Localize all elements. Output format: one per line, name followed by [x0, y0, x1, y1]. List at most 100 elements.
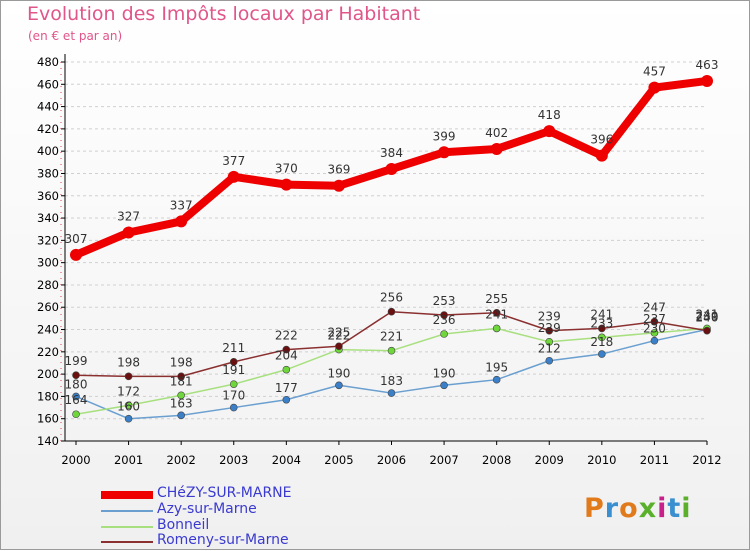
legend-label-1: Azy-sur-Marne	[157, 501, 257, 517]
series-0-point	[438, 146, 451, 159]
x-tick-label: 2006	[377, 453, 406, 467]
series-1-point	[387, 389, 396, 397]
series-0-point	[595, 149, 608, 162]
data-label: 384	[380, 146, 403, 160]
y-tick-label: 220	[37, 345, 59, 359]
x-tick-label: 2011	[640, 453, 669, 467]
series-3-point	[703, 326, 711, 335]
series-0-point	[543, 125, 556, 138]
y-tick-label: 420	[37, 122, 59, 136]
legend-label-0: CHéZY-SUR-MARNE	[157, 485, 292, 501]
series-1-point	[492, 375, 501, 384]
proxiti-logo: Proxiti	[584, 493, 692, 524]
y-tick-label: 140	[37, 434, 59, 448]
series-3-point	[124, 372, 133, 381]
series-1-point	[440, 381, 448, 390]
series-2-point	[124, 401, 133, 410]
series-3-point	[177, 372, 185, 381]
data-label: 233	[590, 316, 613, 330]
series-3-point	[72, 371, 80, 380]
y-tick-label: 380	[37, 166, 59, 180]
data-label: 396	[590, 133, 613, 147]
data-label: 198	[117, 355, 140, 369]
data-label: 377	[222, 154, 245, 168]
data-label: 369	[327, 163, 350, 177]
data-label: 418	[538, 108, 561, 122]
series-2-point	[598, 333, 606, 342]
series-0-point	[385, 163, 398, 176]
x-tick-label: 2008	[482, 453, 511, 467]
x-tick-label: 2004	[272, 453, 301, 467]
series-2-point	[387, 346, 396, 355]
x-tick-label: 2007	[429, 453, 458, 467]
series-0-point	[280, 178, 293, 191]
series-2-point	[72, 410, 80, 419]
series-2-point	[545, 337, 554, 346]
data-label: 222	[327, 329, 350, 343]
data-label: 399	[433, 129, 456, 143]
series-0-point	[648, 81, 661, 94]
series-2-point	[440, 330, 448, 338]
y-tick-label: 360	[37, 189, 59, 203]
series-1-point	[545, 356, 554, 365]
legend-swatch-2	[101, 526, 153, 528]
series-3-point	[229, 358, 238, 366]
series-2-point	[650, 329, 659, 337]
series-2-point	[177, 391, 185, 400]
series-3-point	[335, 342, 343, 351]
y-tick-label: 320	[37, 233, 59, 247]
x-tick-label: 2000	[61, 453, 90, 467]
y-tick-label: 280	[37, 278, 59, 292]
data-label: 241	[696, 307, 719, 321]
data-label: 255	[485, 292, 508, 306]
data-label: 163	[170, 396, 193, 410]
data-label: 190	[327, 366, 350, 380]
series-3-point	[650, 317, 659, 326]
y-tick-label: 440	[37, 100, 59, 114]
x-tick-label: 2012	[692, 453, 721, 467]
x-tick-label: 2010	[587, 453, 616, 467]
data-label: 307	[65, 232, 88, 246]
data-label: 370	[275, 162, 298, 176]
y-tick-label: 460	[37, 77, 59, 91]
y-tick-label: 300	[37, 256, 59, 270]
series-0-point	[70, 248, 82, 261]
data-label: 221	[380, 330, 403, 344]
series-1-point	[335, 381, 343, 390]
data-label: 222	[275, 329, 298, 343]
series-0-point	[701, 74, 713, 87]
legend-swatch-1	[101, 510, 153, 512]
x-tick-label: 2001	[114, 453, 143, 467]
legend-label-2: Bonneil	[157, 517, 210, 533]
series-3-point	[598, 324, 606, 333]
y-tick-label: 340	[37, 211, 59, 225]
data-label: 191	[222, 363, 245, 377]
data-label: 230	[643, 322, 666, 336]
data-label: 236	[433, 313, 456, 327]
data-label: 195	[485, 361, 508, 375]
series-0-point	[332, 179, 345, 192]
series-1-point	[72, 392, 80, 401]
data-label: 463	[696, 58, 719, 72]
data-label: 241	[590, 307, 613, 321]
series-3-point	[440, 311, 448, 319]
series-1-point	[124, 414, 133, 423]
series-1-point	[177, 411, 185, 420]
data-label: 180	[65, 377, 88, 391]
data-label: 190	[433, 366, 456, 380]
data-label: 240	[696, 311, 719, 325]
data-label: 211	[222, 341, 245, 355]
x-tick-label: 2009	[535, 453, 564, 467]
y-tick-label: 200	[37, 367, 59, 381]
x-tick-label: 2005	[324, 453, 353, 467]
data-label: 204	[275, 349, 298, 363]
data-label: 225	[327, 325, 350, 339]
series-1-point	[229, 403, 238, 412]
data-label: 239	[696, 310, 719, 324]
series-1-point	[282, 395, 291, 404]
series-3-point	[387, 307, 396, 316]
data-label: 402	[485, 126, 508, 140]
series-0-point	[227, 170, 240, 183]
chart-title: Evolution des Impôts locaux par Habitant	[27, 3, 421, 25]
